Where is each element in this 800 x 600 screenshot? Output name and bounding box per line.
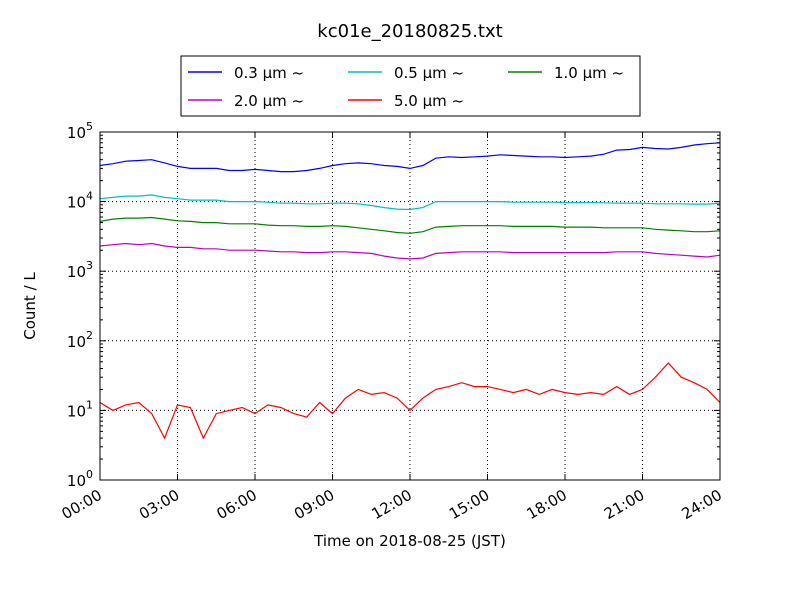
series-lines	[99, 142, 721, 440]
legend-label: 5.0 μm ~	[394, 92, 464, 110]
x-tick-label: 21:00	[601, 486, 647, 523]
legend-box	[180, 55, 641, 117]
x-tick-label: 00:00	[59, 486, 105, 523]
series-line-0	[99, 142, 721, 173]
legend-label: 0.3 μm ~	[234, 64, 304, 82]
legend-label: 1.0 μm ~	[554, 64, 624, 82]
chart-title: kc01e_20180825.txt	[317, 21, 502, 42]
y-tick-label: 102	[67, 329, 93, 351]
y-axis-label: Count / L	[21, 272, 39, 340]
x-axis-label: Time on 2018-08-25 (JST)	[313, 532, 506, 550]
series-line-1	[99, 194, 721, 211]
y-tick-label: 100	[67, 468, 93, 490]
legend-label: 0.5 μm ~	[394, 64, 464, 82]
grid	[100, 132, 720, 480]
y-tick-label: 101	[67, 398, 93, 420]
x-tick-label: 12:00	[369, 486, 415, 523]
y-tick-label: 104	[67, 190, 93, 212]
series-line-4	[99, 362, 721, 440]
x-tick-label: 18:00	[524, 486, 570, 523]
y-tick-label: 105	[67, 120, 93, 142]
x-tick-label: 09:00	[291, 486, 337, 523]
series-line-2	[99, 216, 721, 234]
y-tick-label: 103	[67, 259, 93, 281]
series-line-3	[99, 242, 721, 260]
plot-area	[100, 132, 720, 480]
x-tick-label: 06:00	[214, 486, 260, 523]
x-tick-label: 03:00	[136, 486, 182, 523]
legend-label: 2.0 μm ~	[234, 92, 304, 110]
x-tick-label: 15:00	[446, 486, 492, 523]
legend: 0.3 μm ~ 0.5 μm ~ 1.0 μm ~ 2.0 μm ~ 5.0 μm ~	[180, 55, 641, 117]
x-tick-label: 24:00	[679, 486, 725, 523]
